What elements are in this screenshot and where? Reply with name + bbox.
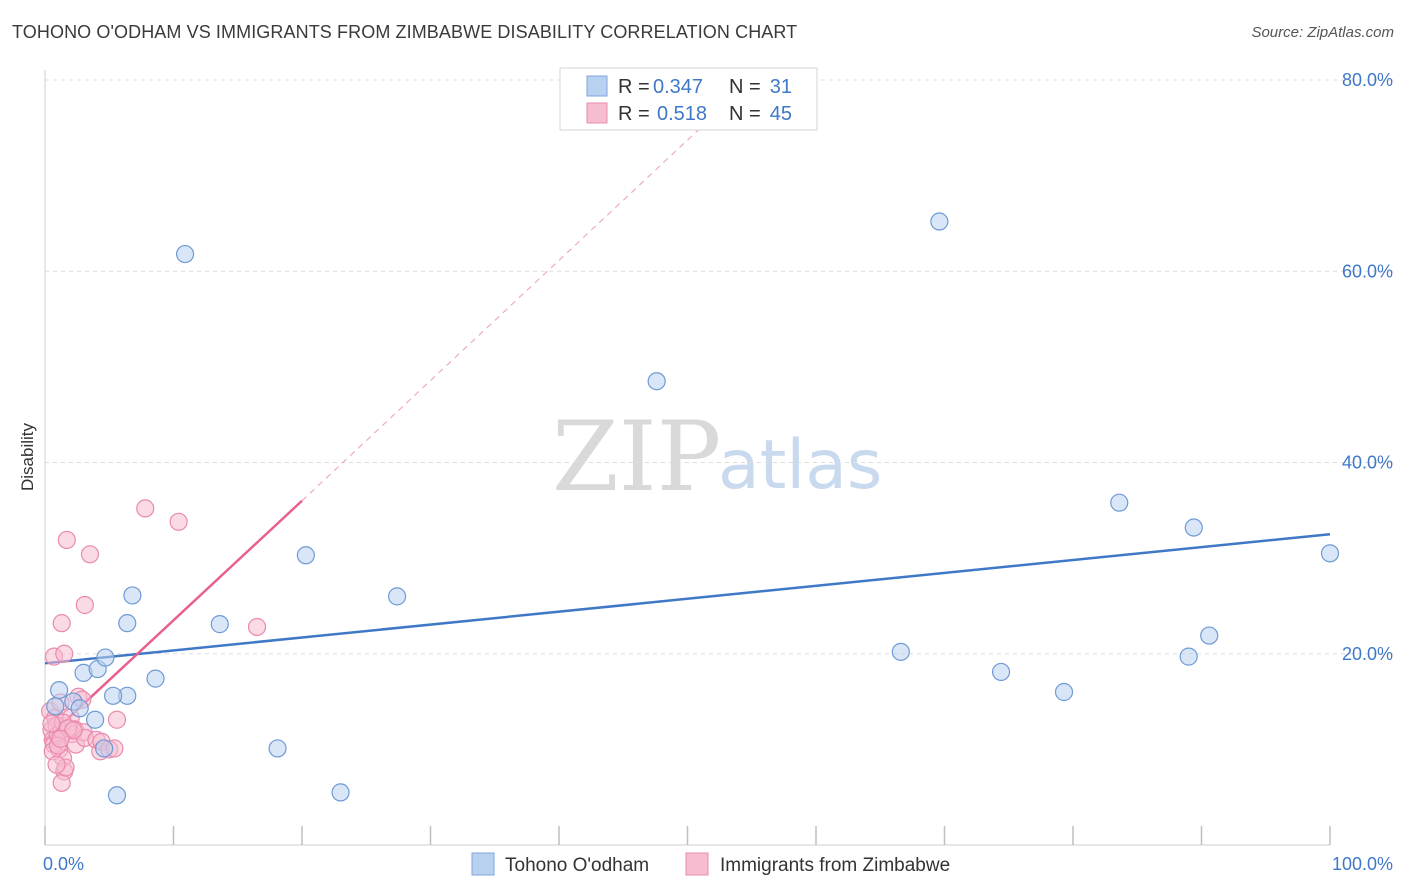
point-tohono <box>296 546 315 565</box>
source-credit: Source: ZipAtlas.com <box>1251 24 1394 41</box>
point-tohono <box>930 212 949 231</box>
series-legend-label-pink: Immigrants from Zimbabwe <box>720 855 950 876</box>
point-tohono <box>50 680 69 700</box>
point-zimbabwe <box>247 617 267 637</box>
point-tohono <box>123 586 142 605</box>
point-tohono <box>104 686 123 705</box>
y-tick-label: 80.0% <box>1342 70 1393 90</box>
point-tohono <box>1179 647 1198 666</box>
y-tick-label: 20.0% <box>1342 644 1393 664</box>
series-legend-swatch-blue <box>471 852 495 876</box>
point-zimbabwe <box>64 721 83 740</box>
x-tick-label-min: 0.0% <box>43 854 84 874</box>
legend-swatch-blue <box>586 75 608 97</box>
watermark-atlas: atlas <box>718 426 882 505</box>
series-legend: Tohono O'odham Immigrants from Zimbabwe <box>471 852 950 876</box>
point-tohono <box>96 648 115 667</box>
legend-r-label-pink: R = <box>618 103 650 125</box>
point-tohono <box>95 739 114 758</box>
y-tick-labels: 20.0% 40.0% 60.0% 80.0% <box>1342 70 1393 664</box>
y-axis-label: Disability <box>18 422 37 491</box>
point-tohono <box>1054 682 1074 702</box>
point-tohono <box>991 662 1011 682</box>
point-tohono <box>46 697 65 716</box>
point-tohono <box>331 783 350 802</box>
point-tohono <box>1200 626 1219 645</box>
x-axis-ticks <box>44 826 1331 845</box>
point-zimbabwe <box>107 710 127 729</box>
series-legend-label-blue: Tohono O'odham <box>505 855 649 876</box>
point-zimbabwe <box>136 499 155 518</box>
series-legend-swatch-pink <box>685 852 709 876</box>
trendline-zimbabwe-extension <box>301 79 753 502</box>
point-tohono <box>175 244 195 264</box>
point-tohono <box>70 699 89 718</box>
x-tick-label-max: 100.0% <box>1332 854 1393 874</box>
legend-n-label-pink: N = <box>729 103 761 125</box>
point-tohono <box>647 372 666 391</box>
point-tohono <box>107 786 127 805</box>
point-tohono <box>118 614 137 633</box>
point-tohono <box>891 642 910 661</box>
legend-n-value-pink: 45 <box>770 103 792 125</box>
point-tohono <box>86 710 105 729</box>
point-zimbabwe <box>55 644 74 663</box>
legend-n-label-blue: N = <box>729 76 761 98</box>
legend-r-label-blue: R = <box>618 76 650 98</box>
point-zimbabwe <box>51 729 70 748</box>
legend-swatch-pink <box>586 102 608 124</box>
legend-n-value-blue: 31 <box>770 76 792 98</box>
point-zimbabwe <box>47 755 66 774</box>
point-tohono <box>146 669 165 688</box>
point-zimbabwe <box>42 714 61 733</box>
point-zimbabwe <box>80 545 100 564</box>
point-zimbabwe <box>75 595 94 615</box>
trendline-tohono <box>44 532 1331 665</box>
point-tohono <box>1184 518 1203 537</box>
chart-title: TOHONO O'ODHAM VS IMMIGRANTS FROM ZIMBAB… <box>12 22 798 42</box>
point-tohono <box>210 615 229 634</box>
y-tick-label: 40.0% <box>1342 453 1393 473</box>
point-tohono <box>1110 493 1129 512</box>
stats-legend: R = 0.347 N = 31 R = 0.518 N = 45 <box>559 67 818 131</box>
point-tohono <box>387 587 407 606</box>
point-tohono <box>1320 544 1340 563</box>
point-zimbabwe <box>169 512 188 531</box>
legend-r-value-blue: 0.347 <box>653 76 703 98</box>
point-zimbabwe <box>52 614 71 633</box>
point-zimbabwe <box>52 773 71 792</box>
point-zimbabwe <box>57 530 76 550</box>
legend-r-value-pink: 0.518 <box>657 103 707 125</box>
watermark-zip: ZIP <box>552 401 721 513</box>
point-tohono <box>268 739 287 758</box>
data-points <box>41 212 1340 805</box>
grid <box>45 79 1393 655</box>
y-tick-label: 60.0% <box>1342 261 1393 281</box>
